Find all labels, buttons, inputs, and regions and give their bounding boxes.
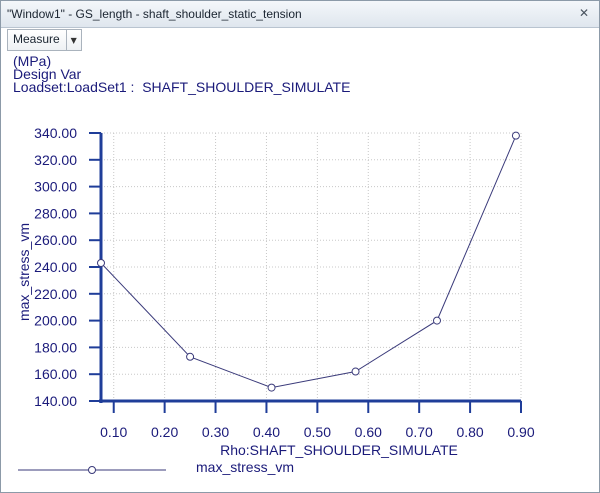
x-tick-label: 0.10 [100,424,127,440]
measure-dropdown[interactable]: Measure ▼ [7,29,82,51]
legend-label: max_stress_vm [196,459,294,475]
chevron-down-icon[interactable]: ▼ [70,35,77,45]
y-tick-label: 260.00 [34,232,77,248]
x-tick-label: 0.40 [253,424,280,440]
measure-button[interactable]: Measure [8,30,67,50]
data-point [433,316,441,325]
data-point [186,352,195,361]
data-point [351,367,360,376]
title-bar[interactable]: "Window1" - GS_length - shaft_shoulder_s… [1,1,599,28]
y-tick-label: 280.00 [34,205,77,221]
window-title: "Window1" - GS_length - shaft_shoulder_s… [7,7,302,21]
x-tick-label: 0.90 [507,424,534,440]
series-line [100,135,517,389]
y-tick-label: 300.00 [34,179,77,195]
units-label: (MPa) [13,53,52,69]
y-axis-title: max_stress_vm [16,223,32,321]
x-tick-label: 0.60 [355,424,382,440]
data-point [511,131,520,140]
data-point [97,258,105,267]
y-tick-label: 240.00 [34,259,77,275]
chart-header: (MPa) Design Var Loadset:LoadSet1 : SHAF… [13,53,351,95]
x-tick-label: 0.20 [151,424,178,440]
y-tick-label: 320.00 [34,152,77,168]
toolbar: Measure ▼ [1,28,599,52]
y-tick-label: 140.00 [34,393,77,409]
design-var-label: Design Var [13,66,82,82]
y-tick-label: 180.00 [34,339,77,355]
x-tick-label: 0.30 [202,424,229,440]
x-tick-label: 0.80 [456,424,483,440]
series-layer [97,131,520,392]
y-tick-label: 160.00 [34,366,77,382]
loadset-label: Loadset:LoadSet1 : SHAFT_SHOULDER_SIMULA… [13,79,351,95]
x-tick-label: 0.50 [304,424,331,440]
grid-layer [101,132,522,401]
legend-marker [88,466,96,474]
close-icon[interactable]: ✕ [578,6,590,20]
x-tick-label: 0.70 [406,424,433,440]
axis-layer: 140.00 160.00 180.00 200.00 220.00 240.00 260.… [34,125,535,440]
data-point [267,383,276,392]
legend: max_stress_vm [18,459,294,475]
y-tick-label: 340.00 [34,125,77,141]
y-tick-label: 200.00 [34,313,77,329]
x-axis-title: Rho:SHAFT_SHOULDER_SIMULATE [220,442,458,458]
y-tick-label: 220.00 [34,286,77,302]
